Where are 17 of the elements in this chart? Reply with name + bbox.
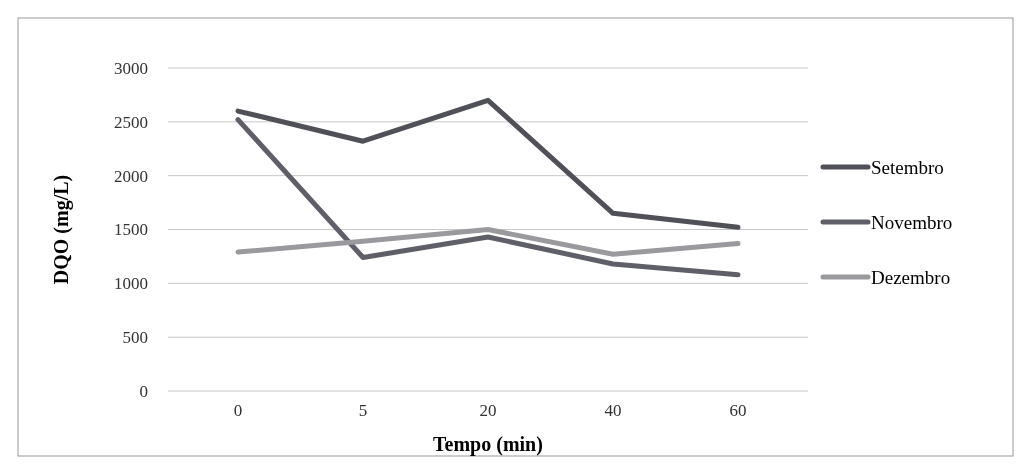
y-axis-title: DQO (mg/L) [50,174,73,285]
x-axis-title: Tempo (min) [433,433,543,456]
legend-label: Dezembro [871,266,951,288]
y-tick-label: 500 [122,328,148,348]
y-tick-label: 2000 [114,166,148,186]
y-tick-label: 2500 [114,112,148,132]
x-tick-label: 0 [233,401,243,420]
legend-label: Setembro [871,156,944,178]
y-tick-label: 1500 [114,220,148,240]
y-tick-label: 0 [139,381,148,401]
x-tick-label: 20 [479,401,497,420]
x-tick-label: 60 [729,401,747,420]
x-tick-label: 5 [358,401,368,420]
y-tick-label: 1000 [114,274,148,294]
legend-label: Novembro [871,211,953,233]
x-tick-label: 40 [604,401,622,420]
y-tick-label: 3000 [114,58,148,78]
